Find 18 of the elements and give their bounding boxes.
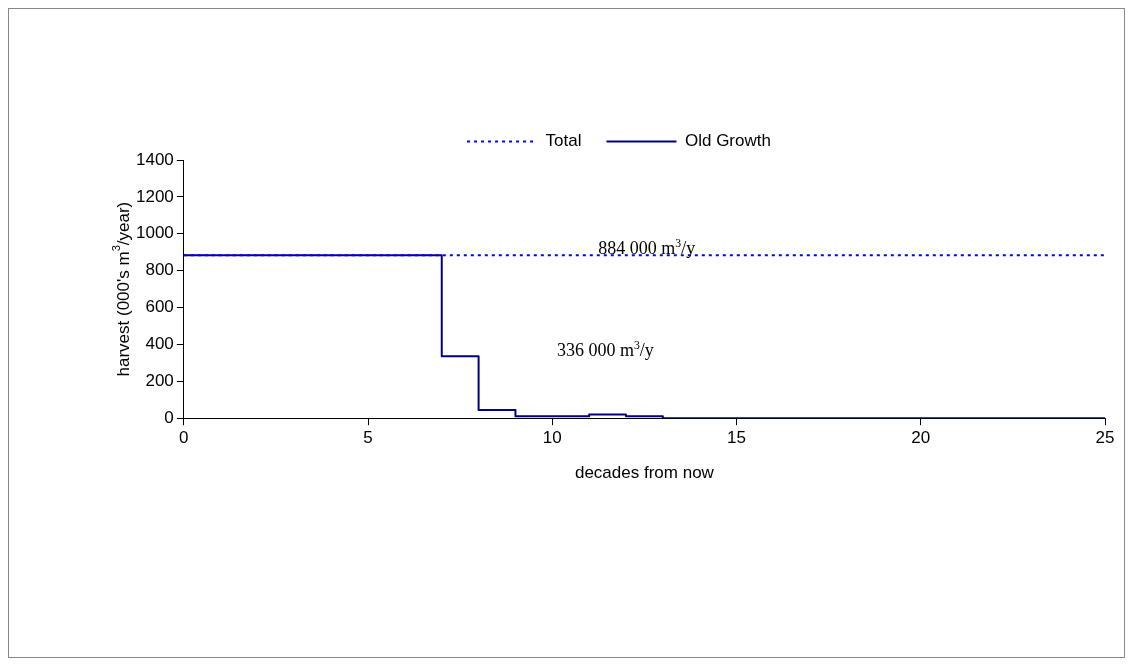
y-tick-label: 1000 xyxy=(135,223,174,243)
y-tick-label: 800 xyxy=(145,260,174,280)
legend-label: Total xyxy=(545,131,582,151)
x-tick-label: 15 xyxy=(727,428,746,448)
y-tick-label: 200 xyxy=(145,371,174,390)
x-axis-title: decades from now xyxy=(574,463,715,483)
x-tick-label: 0 xyxy=(179,428,189,448)
y-tick-label: 400 xyxy=(145,334,174,354)
y-tick-label: 600 xyxy=(145,297,174,317)
y-tick-label: 1200 xyxy=(135,186,174,206)
x-tick-label: 20 xyxy=(911,428,931,448)
x-tick-label: 25 xyxy=(1095,428,1115,448)
y-tick-label: 1400 xyxy=(135,149,174,169)
x-tick-label: 10 xyxy=(542,428,562,448)
legend-label: Old Growth xyxy=(684,131,771,151)
x-tick-label: 5 xyxy=(363,428,373,448)
y-tick-label: 0 xyxy=(164,407,174,427)
y-axis-title: harvest (000's m3/year) xyxy=(110,201,133,377)
